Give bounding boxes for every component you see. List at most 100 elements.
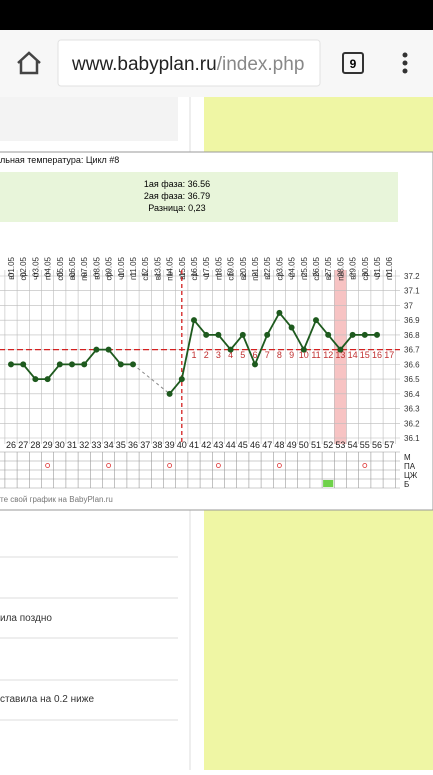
search-box bbox=[0, 97, 178, 141]
temperature-point bbox=[105, 346, 112, 353]
temperature-point bbox=[117, 361, 124, 368]
phase-day-label: 1 bbox=[191, 350, 196, 360]
date-label: 04.05 bbox=[44, 256, 53, 277]
date-label: 30.05 bbox=[361, 256, 370, 277]
tabs-button[interactable]: 9 bbox=[342, 52, 364, 74]
temperature-point bbox=[337, 346, 344, 353]
weekday-label: ср bbox=[361, 271, 370, 280]
date-label: 02.05 bbox=[19, 256, 28, 277]
weekday-label: пт bbox=[44, 272, 53, 280]
url-bar[interactable] bbox=[57, 39, 321, 87]
y-tick-label: 36.5 bbox=[404, 375, 420, 384]
temperature-point bbox=[239, 331, 246, 338]
temperature-point bbox=[313, 317, 319, 324]
home-icon bbox=[17, 51, 41, 75]
weekday-label: пн bbox=[166, 272, 175, 281]
phase-day-label: 4 bbox=[228, 350, 233, 360]
date-label: 24.05 bbox=[288, 256, 297, 277]
row-label: М bbox=[404, 453, 411, 462]
row-label: ПА bbox=[404, 462, 416, 471]
y-tick-label: 36.4 bbox=[404, 390, 420, 399]
date-label: 31.05 bbox=[373, 256, 382, 277]
chart-title: льная температура: Цикл #8 bbox=[0, 155, 119, 165]
phase-text: 2ая фаза: 36.79 bbox=[144, 191, 210, 201]
date-label: 20.05 bbox=[239, 256, 248, 277]
phase-day-label: 2 bbox=[204, 350, 209, 360]
weekday-label: вс bbox=[324, 272, 333, 280]
temperature-point bbox=[288, 324, 295, 331]
phase-day-label: 13 bbox=[335, 350, 345, 360]
x-tick-label: 31 bbox=[67, 440, 77, 450]
temperature-point bbox=[215, 331, 222, 338]
y-tick-label: 37.2 bbox=[404, 272, 420, 281]
temperature-point bbox=[264, 331, 271, 338]
weekday-label: чт bbox=[373, 272, 382, 280]
date-label: 28.05 bbox=[336, 256, 345, 277]
x-tick-label: 46 bbox=[250, 440, 260, 450]
weekday-label: ср bbox=[19, 271, 28, 280]
url-path: /index.php bbox=[217, 54, 305, 75]
list-item: ила поздно bbox=[0, 613, 52, 624]
weekday-label: вт bbox=[263, 272, 272, 280]
temperature-point bbox=[69, 361, 75, 368]
weekday-label: чт bbox=[202, 272, 211, 280]
y-tick-label: 36.1 bbox=[404, 434, 420, 443]
temperature-point bbox=[44, 376, 51, 383]
temperature-point bbox=[20, 361, 27, 368]
weekday-label: ср bbox=[275, 271, 284, 280]
weekday-label: пт bbox=[129, 272, 138, 280]
x-tick-label: 56 bbox=[372, 440, 382, 450]
date-label: 09.05 bbox=[105, 256, 114, 277]
y-tick-label: 36.7 bbox=[404, 346, 420, 355]
list-separators bbox=[0, 556, 178, 721]
x-tick-label: 54 bbox=[348, 440, 358, 450]
temperature-point bbox=[178, 376, 185, 383]
x-tick-label: 39 bbox=[165, 440, 175, 450]
weekday-label: пт bbox=[214, 272, 223, 280]
weekday-label: вт bbox=[7, 272, 16, 280]
phase-day-label: 17 bbox=[384, 350, 394, 360]
row-marker bbox=[45, 463, 50, 468]
home-button[interactable] bbox=[17, 51, 41, 75]
y-tick-label: 37 bbox=[404, 301, 413, 310]
x-tick-label: 47 bbox=[262, 440, 272, 450]
weekday-label: вс bbox=[153, 272, 162, 280]
row-marker bbox=[106, 463, 111, 468]
tab-count: 9 bbox=[350, 57, 357, 71]
weekday-label: пт bbox=[385, 272, 394, 280]
weekday-label: пн bbox=[336, 272, 345, 281]
date-label: 01.05 bbox=[7, 256, 16, 277]
x-tick-label: 38 bbox=[152, 440, 162, 450]
x-tick-label: 37 bbox=[140, 440, 150, 450]
x-tick-label: 42 bbox=[201, 440, 211, 450]
weekday-label: ср bbox=[105, 271, 114, 280]
date-label: 29.05 bbox=[349, 256, 358, 277]
menu-button[interactable] bbox=[402, 52, 408, 74]
x-tick-label: 40 bbox=[177, 440, 187, 450]
date-label: 07.05 bbox=[80, 256, 89, 277]
x-tick-label: 34 bbox=[104, 440, 114, 450]
date-label: 18.05 bbox=[214, 256, 223, 277]
x-tick-label: 35 bbox=[116, 440, 126, 450]
dot bbox=[402, 68, 408, 74]
date-label: 10.05 bbox=[117, 256, 126, 277]
date-label: 01.06 bbox=[385, 256, 394, 277]
dot bbox=[402, 52, 408, 58]
phase-day-label: 16 bbox=[372, 350, 382, 360]
date-label: 22.05 bbox=[263, 256, 272, 277]
phase-day-label: 3 bbox=[216, 350, 221, 360]
weekday-label: вт bbox=[92, 272, 101, 280]
weekday-label: ср bbox=[190, 271, 199, 280]
temperature-point bbox=[56, 361, 63, 368]
date-label: 23.05 bbox=[275, 256, 284, 277]
date-label: 11.05 bbox=[129, 256, 138, 276]
temperature-point bbox=[276, 309, 283, 316]
temperature-point bbox=[361, 331, 368, 338]
temperature-point bbox=[81, 361, 88, 368]
plot: 36.136.236.336.436.536.636.736.836.93737… bbox=[0, 256, 420, 489]
phase-day-label: 12 bbox=[323, 350, 333, 360]
weekday-label: чт bbox=[288, 272, 297, 280]
date-label: 08.05 bbox=[92, 256, 101, 277]
row-marker bbox=[276, 463, 282, 468]
weekday-label: вт bbox=[349, 272, 358, 280]
